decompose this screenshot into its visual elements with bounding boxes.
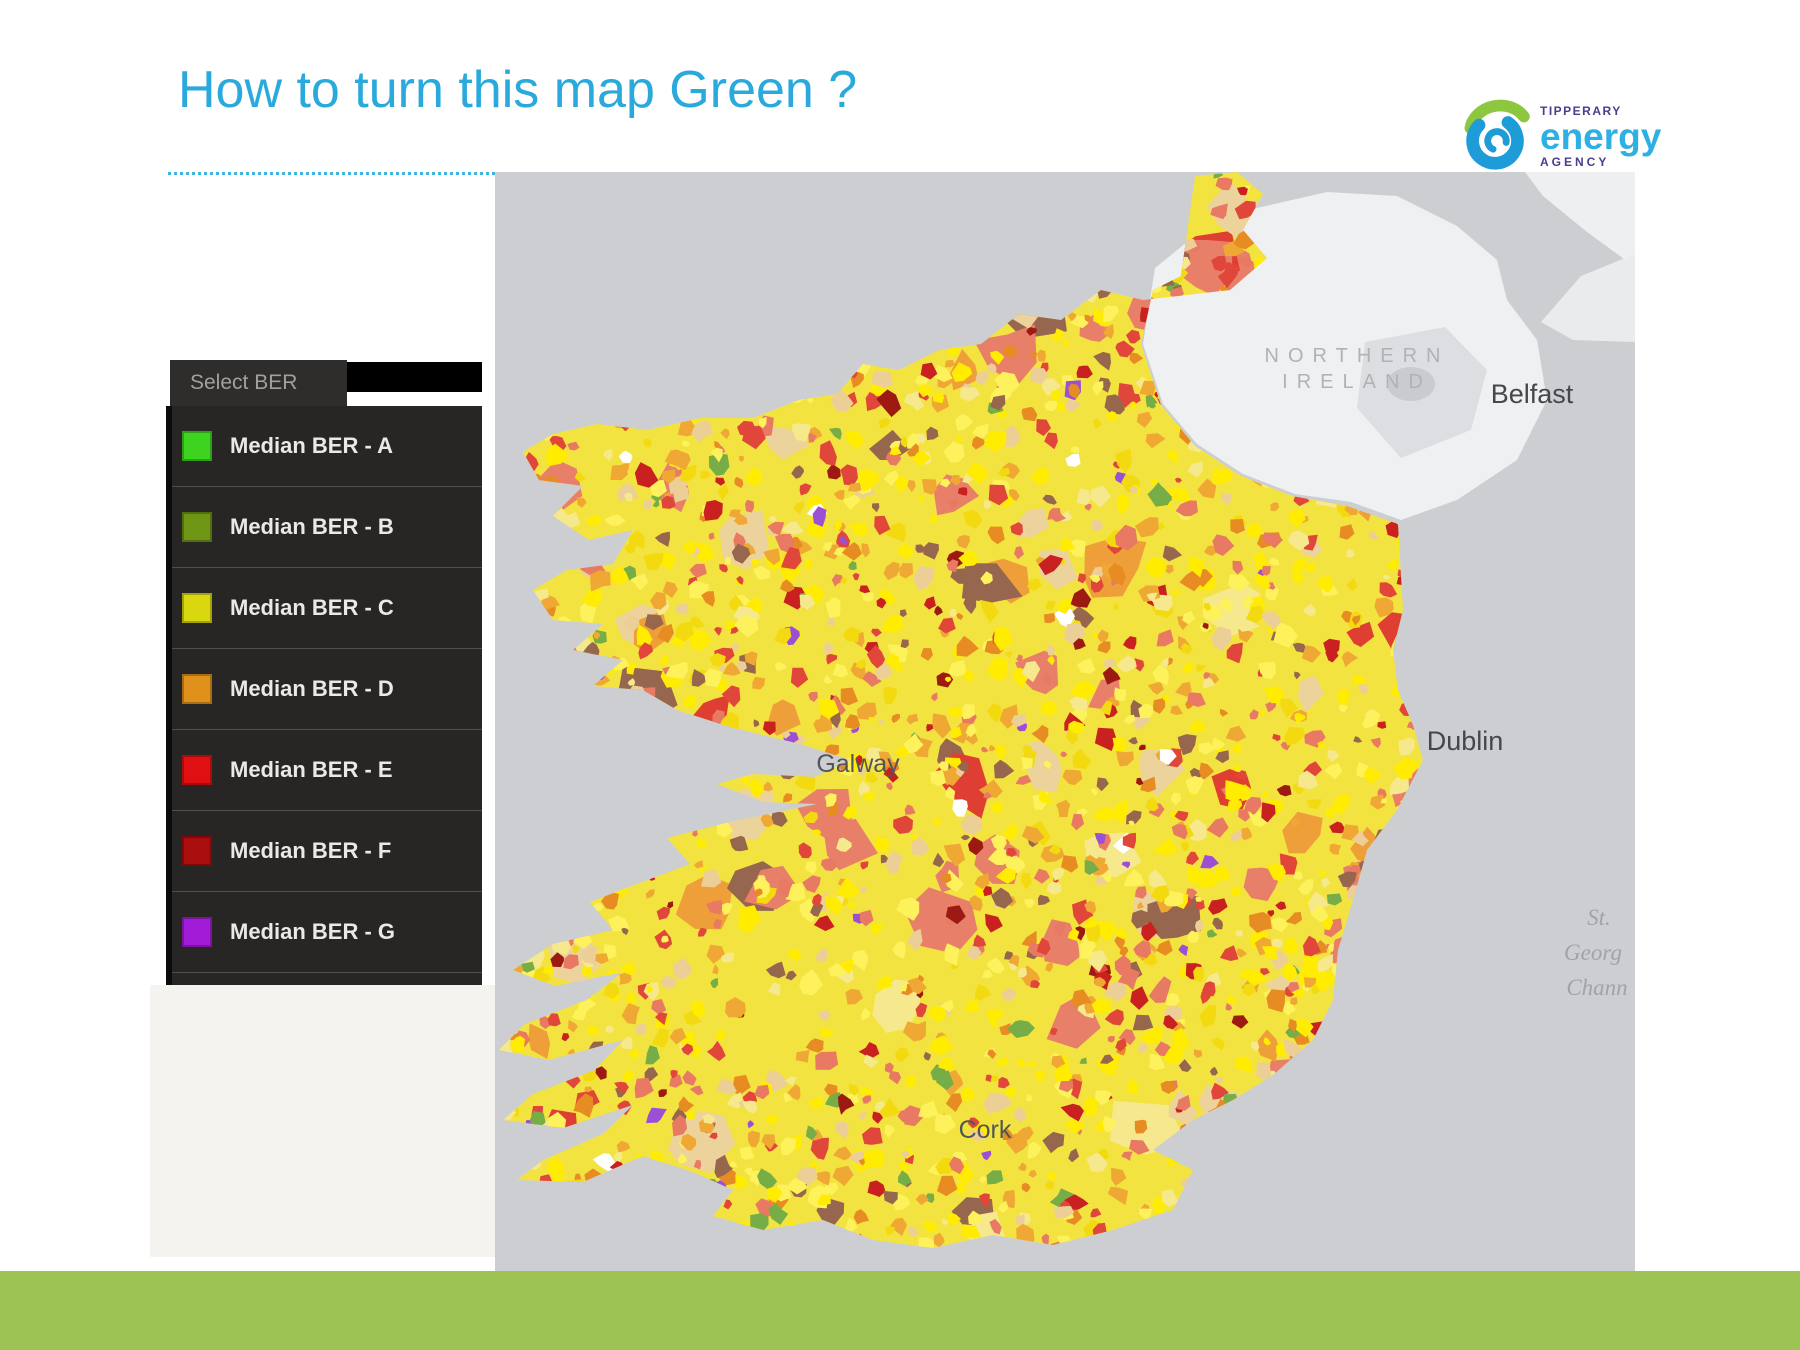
footer-accent-bar bbox=[0, 1271, 1800, 1350]
map-scotland-kintyre bbox=[1541, 254, 1635, 342]
legend-color-swatch bbox=[182, 512, 212, 542]
logo-wordmark: TIPPERARY energy AGENCY bbox=[1540, 105, 1661, 168]
legend-row[interactable]: Median BER - A bbox=[172, 406, 482, 487]
legend-row[interactable]: Median BER - F bbox=[172, 811, 482, 892]
legend-color-swatch bbox=[182, 593, 212, 623]
map-label-city: Cork bbox=[959, 1116, 1012, 1144]
map-label-region: IRELAND bbox=[1282, 371, 1432, 393]
legend-tab-select-ber[interactable]: Select BER bbox=[170, 360, 347, 406]
logo-swirl-icon bbox=[1458, 94, 1536, 179]
legend-label: Median BER - G bbox=[230, 919, 396, 944]
legend-color-swatch bbox=[182, 431, 212, 461]
map-label-water: Chann bbox=[1566, 975, 1627, 1000]
legend-row[interactable]: Median BER - C bbox=[172, 568, 482, 649]
legend-label: Median BER - D bbox=[230, 676, 394, 701]
map-lough-neagh bbox=[1387, 367, 1435, 401]
legend-color-swatch bbox=[182, 755, 212, 785]
legend-label: Median BER - E bbox=[230, 757, 393, 782]
legend-color-swatch bbox=[182, 917, 212, 947]
page-title: How to turn this map Green ? bbox=[178, 61, 858, 119]
map-label-water: St. bbox=[1587, 905, 1611, 930]
legend-row[interactable]: Median BER - G bbox=[172, 892, 482, 973]
legend-color-swatch bbox=[182, 836, 212, 866]
tipperary-energy-agency-logo: TIPPERARY energy AGENCY bbox=[1458, 94, 1661, 179]
legend-tab-extension bbox=[347, 362, 482, 392]
legend-row[interactable]: Median BER - E bbox=[172, 730, 482, 811]
map-label-city: Galway bbox=[816, 750, 900, 778]
title-dotted-rule bbox=[168, 172, 495, 175]
map-label-region: NORTHERN bbox=[1265, 345, 1450, 367]
panel-background bbox=[150, 985, 495, 1257]
map-label-city: Belfast bbox=[1491, 379, 1574, 409]
logo-line-energy: energy bbox=[1540, 116, 1662, 157]
map-scotland-land bbox=[1525, 172, 1635, 267]
legend-label: Median BER - A bbox=[230, 433, 393, 458]
map-label-water: Georg bbox=[1564, 940, 1622, 965]
legend-color-swatch bbox=[182, 674, 212, 704]
legend-label: Median BER - B bbox=[230, 514, 394, 539]
logo-line-tipperary: TIPPERARY bbox=[1540, 104, 1622, 118]
map-labels: NORTHERN IRELAND Belfast Dublin Galway Cork St… bbox=[816, 345, 1627, 1144]
logo-line-agency: AGENCY bbox=[1540, 155, 1610, 169]
legend-row[interactable]: Median BER - B bbox=[172, 487, 482, 568]
ireland-ber-map[interactable]: NORTHERN IRELAND Belfast Dublin Galway Cork St… bbox=[495, 172, 1635, 1272]
legend-label: Median BER - C bbox=[230, 595, 394, 620]
legend-label: Median BER - F bbox=[230, 838, 392, 863]
map-label-city: Dublin bbox=[1427, 726, 1504, 756]
legend-row[interactable]: Median BER - D bbox=[172, 649, 482, 730]
ber-legend-panel: Median BER - A Median BER - B Median BER -… bbox=[166, 406, 482, 987]
